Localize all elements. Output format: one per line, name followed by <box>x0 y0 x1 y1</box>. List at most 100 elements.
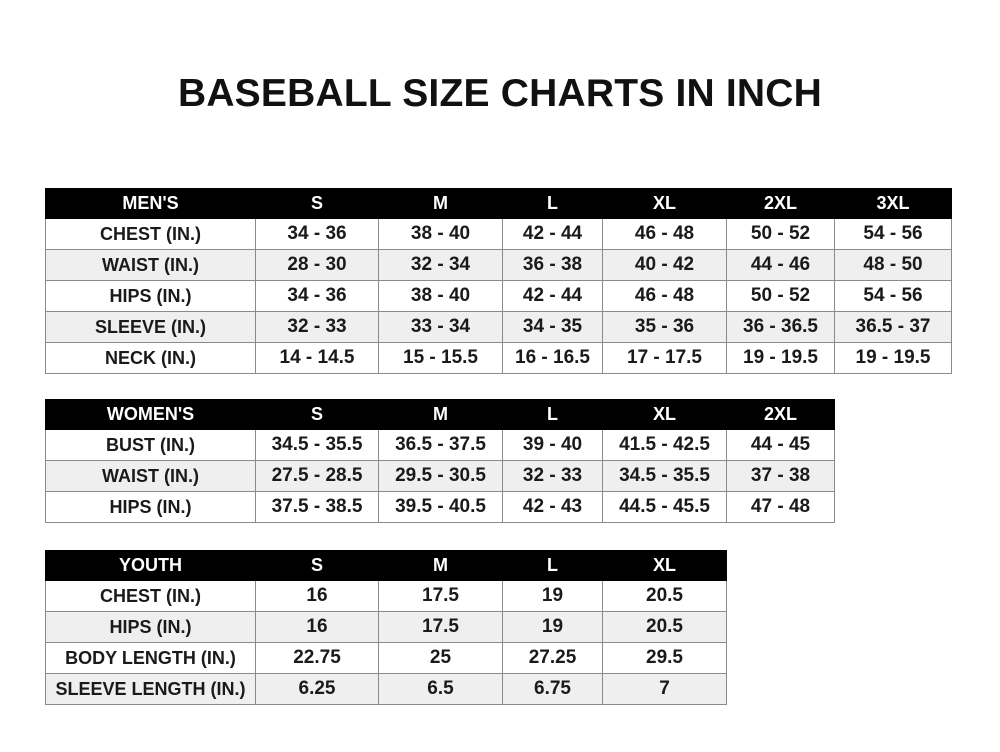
measurement-label: NECK (IN.) <box>45 342 256 374</box>
size-value: 48 - 50 <box>834 249 952 281</box>
size-value: 20.5 <box>602 580 727 612</box>
size-value: 32 - 33 <box>502 460 603 492</box>
size-value: 19 <box>502 580 603 612</box>
category-header: YOUTH <box>45 550 256 581</box>
table-row: CHEST (IN.) 16 17.5 19 20.5 <box>45 580 727 612</box>
size-value: 17.5 <box>378 611 503 643</box>
size-value: 32 - 33 <box>255 311 379 343</box>
size-header: S <box>255 550 379 581</box>
size-value: 44 - 45 <box>726 429 835 461</box>
size-value: 36.5 - 37 <box>834 311 952 343</box>
size-header: 3XL <box>834 188 952 219</box>
size-value: 47 - 48 <box>726 491 835 523</box>
youth-size-table: YOUTH S M L XL CHEST (IN.) 16 17.5 19 20.5 HIPS (I… <box>45 550 727 705</box>
size-header: XL <box>602 550 727 581</box>
size-value: 44 - 46 <box>726 249 835 281</box>
size-value: 54 - 56 <box>834 280 952 312</box>
size-value: 27.25 <box>502 642 603 674</box>
measurement-label: HIPS (IN.) <box>45 611 256 643</box>
measurement-label: CHEST (IN.) <box>45 580 256 612</box>
size-value: 6.75 <box>502 673 603 705</box>
measurement-label: SLEEVE (IN.) <box>45 311 256 343</box>
measurement-label: SLEEVE LENGTH (IN.) <box>45 673 256 705</box>
category-header: MEN'S <box>45 188 256 219</box>
size-value: 36 - 38 <box>502 249 603 281</box>
size-value: 22.75 <box>255 642 379 674</box>
size-value: 50 - 52 <box>726 280 835 312</box>
size-value: 33 - 34 <box>378 311 503 343</box>
size-header: L <box>502 399 603 430</box>
size-value: 38 - 40 <box>378 280 503 312</box>
size-value: 6.25 <box>255 673 379 705</box>
size-value: 34.5 - 35.5 <box>602 460 727 492</box>
size-value: 40 - 42 <box>602 249 727 281</box>
size-value: 17.5 <box>378 580 503 612</box>
womens-size-table: WOMEN'S S M L XL 2XL BUST (IN.) 34.5 - 35.5 36.5… <box>45 399 835 523</box>
measurement-label: CHEST (IN.) <box>45 218 256 250</box>
size-value: 6.5 <box>378 673 503 705</box>
size-value: 27.5 - 28.5 <box>255 460 379 492</box>
size-value: 36 - 36.5 <box>726 311 835 343</box>
size-value: 14 - 14.5 <box>255 342 379 374</box>
table-row: NECK (IN.) 14 - 14.5 15 - 15.5 16 - 16.5 17 … <box>45 342 952 374</box>
size-value: 20.5 <box>602 611 727 643</box>
measurement-label: HIPS (IN.) <box>45 491 256 523</box>
size-value: 37 - 38 <box>726 460 835 492</box>
size-header: S <box>255 188 379 219</box>
size-value: 42 - 44 <box>502 280 603 312</box>
header-row: MEN'S S M L XL 2XL 3XL <box>45 188 952 219</box>
size-header: M <box>378 550 503 581</box>
size-value: 35 - 36 <box>602 311 727 343</box>
table-row: SLEEVE (IN.) 32 - 33 33 - 34 34 - 35 35 - 36… <box>45 311 952 343</box>
measurement-label: BODY LENGTH (IN.) <box>45 642 256 674</box>
size-value: 37.5 - 38.5 <box>255 491 379 523</box>
measurement-label: WAIST (IN.) <box>45 249 256 281</box>
size-value: 42 - 43 <box>502 491 603 523</box>
size-value: 34 - 36 <box>255 218 379 250</box>
size-value: 17 - 17.5 <box>602 342 727 374</box>
header-row: WOMEN'S S M L XL 2XL <box>45 399 835 430</box>
size-value: 36.5 - 37.5 <box>378 429 503 461</box>
table-row: WAIST (IN.) 27.5 - 28.5 29.5 - 30.5 32 - 33… <box>45 460 835 492</box>
table-row: WAIST (IN.) 28 - 30 32 - 34 36 - 38 40 - 42 4… <box>45 249 952 281</box>
size-value: 39.5 - 40.5 <box>378 491 503 523</box>
size-value: 16 <box>255 611 379 643</box>
measurement-label: WAIST (IN.) <box>45 460 256 492</box>
size-header: XL <box>602 399 727 430</box>
measurement-label: BUST (IN.) <box>45 429 256 461</box>
table-row: BODY LENGTH (IN.) 22.75 25 27.25 29.5 <box>45 642 727 674</box>
size-value: 41.5 - 42.5 <box>602 429 727 461</box>
size-value: 16 - 16.5 <box>502 342 603 374</box>
measurement-label: HIPS (IN.) <box>45 280 256 312</box>
size-value: 44.5 - 45.5 <box>602 491 727 523</box>
table-row: BUST (IN.) 34.5 - 35.5 36.5 - 37.5 39 - 40 4… <box>45 429 835 461</box>
mens-size-table: MEN'S S M L XL 2XL 3XL CHEST (IN.) 34 - 36 38 - 4… <box>45 188 952 374</box>
size-value: 19 <box>502 611 603 643</box>
size-header: 2XL <box>726 399 835 430</box>
size-header: M <box>378 399 503 430</box>
size-value: 29.5 - 30.5 <box>378 460 503 492</box>
size-value: 29.5 <box>602 642 727 674</box>
size-value: 46 - 48 <box>602 280 727 312</box>
size-header: L <box>502 550 603 581</box>
header-row: YOUTH S M L XL <box>45 550 727 581</box>
size-value: 34.5 - 35.5 <box>255 429 379 461</box>
table-row: HIPS (IN.) 37.5 - 38.5 39.5 - 40.5 42 - 43 4… <box>45 491 835 523</box>
size-value: 50 - 52 <box>726 218 835 250</box>
table-row: HIPS (IN.) 34 - 36 38 - 40 42 - 44 46 - 48 50… <box>45 280 952 312</box>
size-value: 28 - 30 <box>255 249 379 281</box>
size-value: 19 - 19.5 <box>726 342 835 374</box>
category-header: WOMEN'S <box>45 399 256 430</box>
size-value: 16 <box>255 580 379 612</box>
size-value: 38 - 40 <box>378 218 503 250</box>
size-value: 39 - 40 <box>502 429 603 461</box>
size-value: 42 - 44 <box>502 218 603 250</box>
size-value: 25 <box>378 642 503 674</box>
size-header: M <box>378 188 503 219</box>
size-header: S <box>255 399 379 430</box>
size-header: XL <box>602 188 727 219</box>
size-value: 32 - 34 <box>378 249 503 281</box>
page-title: BASEBALL SIZE CHARTS IN INCH <box>177 72 823 115</box>
table-row: HIPS (IN.) 16 17.5 19 20.5 <box>45 611 727 643</box>
table-row: SLEEVE LENGTH (IN.) 6.25 6.5 6.75 7 <box>45 673 727 705</box>
